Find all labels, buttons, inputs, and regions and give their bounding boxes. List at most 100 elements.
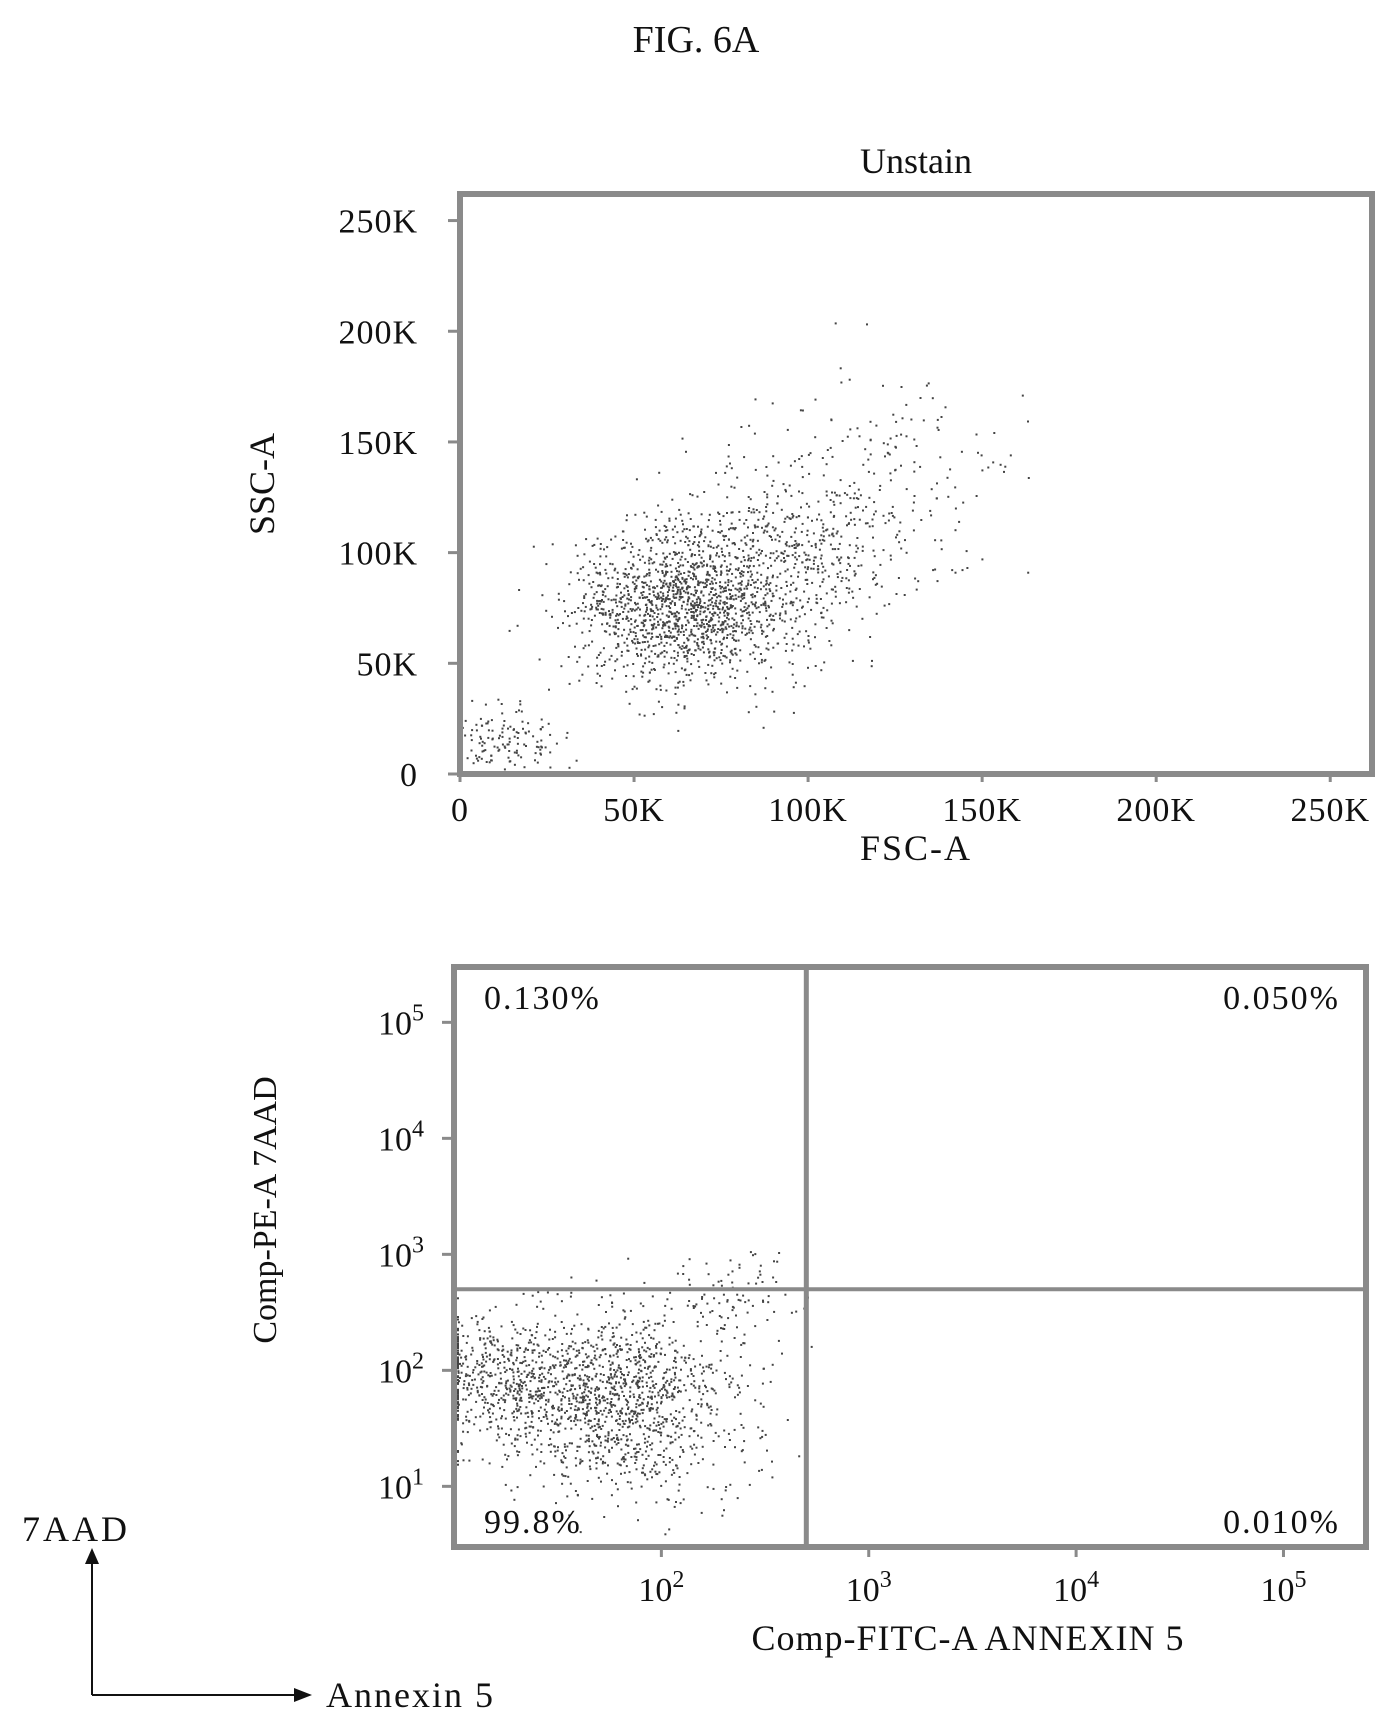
data-point: [579, 1387, 581, 1390]
data-point: [674, 542, 677, 545]
data-point: [685, 628, 688, 631]
data-point: [479, 1385, 482, 1388]
data-point: [569, 1295, 572, 1298]
data-point: [581, 673, 584, 676]
data-point: [657, 504, 660, 507]
data-point: [729, 659, 732, 662]
data-point: [793, 547, 796, 549]
data-point: [698, 604, 700, 606]
data-point: [927, 382, 930, 385]
data-point: [692, 1358, 695, 1361]
data-point: [803, 613, 806, 616]
data-point: [826, 449, 829, 451]
data-point: [672, 536, 675, 538]
data-point: [590, 607, 593, 610]
data-point: [622, 539, 625, 541]
data-point: [657, 1391, 660, 1394]
data-point: [711, 560, 714, 563]
data-point: [873, 472, 876, 475]
data-point: [594, 1387, 597, 1390]
data-point: [687, 585, 690, 588]
data-point: [597, 600, 600, 603]
data-point: [595, 1401, 597, 1404]
data-point: [514, 1388, 517, 1391]
data-point: [698, 553, 701, 556]
data-point: [539, 1460, 542, 1463]
data-point: [753, 603, 756, 606]
data-point: [737, 625, 740, 628]
data-point: [730, 589, 733, 592]
data-point: [540, 753, 542, 756]
data-point: [624, 604, 627, 607]
data-point: [674, 567, 677, 570]
data-point: [696, 643, 699, 646]
data-point: [619, 1376, 622, 1379]
data-point: [513, 1410, 515, 1413]
data-point: [805, 571, 807, 574]
data-point: [662, 560, 665, 563]
data-point: [565, 1466, 568, 1469]
data-point: [634, 1452, 637, 1455]
data-point: [597, 1329, 600, 1332]
data-point: [560, 1398, 563, 1401]
data-point: [557, 1406, 560, 1409]
data-point: [946, 476, 949, 479]
data-point: [547, 1386, 550, 1389]
data-point: [869, 636, 872, 638]
data-point: [663, 1449, 665, 1452]
data-point: [805, 502, 808, 505]
data-point: [590, 619, 593, 621]
data-point: [593, 1443, 596, 1446]
data-point: [783, 520, 786, 523]
data-point: [551, 1364, 554, 1367]
data-point: [629, 1344, 632, 1346]
data-point: [531, 1412, 533, 1415]
data-point: [833, 491, 836, 494]
data-point: [639, 1354, 642, 1356]
data-point: [773, 619, 776, 622]
data-point: [504, 1371, 507, 1373]
data-point: [569, 1415, 572, 1418]
data-point: [771, 690, 774, 693]
data-point: [633, 582, 636, 585]
data-point: [560, 1461, 563, 1464]
data-point: [755, 705, 758, 708]
data-point: [648, 600, 651, 603]
data-point: [795, 558, 798, 561]
data-point: [659, 1454, 662, 1456]
data-point: [496, 1338, 499, 1341]
data-point: [759, 1437, 762, 1440]
data-point: [498, 748, 501, 751]
data-point: [622, 1309, 625, 1312]
data-point: [638, 713, 641, 716]
data-point: [696, 638, 699, 641]
data-point: [474, 1416, 477, 1419]
data-point: [798, 490, 800, 493]
data-point: [875, 612, 878, 615]
data-point: [716, 1332, 719, 1335]
data-point: [882, 384, 884, 387]
data-point: [718, 608, 721, 611]
data-point: [727, 455, 730, 458]
data-point: [661, 627, 664, 630]
data-point: [473, 1378, 476, 1381]
data-point: [650, 632, 653, 635]
data-point: [701, 1297, 703, 1300]
data-point: [646, 1445, 648, 1448]
data-point: [466, 1387, 469, 1389]
data-point: [630, 609, 633, 612]
data-point: [623, 575, 626, 578]
data-point: [710, 1424, 713, 1427]
data-point: [615, 1443, 618, 1446]
data-point: [729, 604, 732, 607]
data-point: [614, 660, 617, 663]
data-point: [584, 605, 587, 608]
data-point: [672, 584, 675, 587]
data-point: [465, 1341, 468, 1344]
data-point: [467, 1394, 470, 1397]
data-point: [709, 565, 712, 568]
axis-orientation-legend: 7AAD Annexin 5: [22, 1509, 493, 1715]
data-point: [554, 1377, 557, 1380]
data-point: [820, 669, 823, 672]
